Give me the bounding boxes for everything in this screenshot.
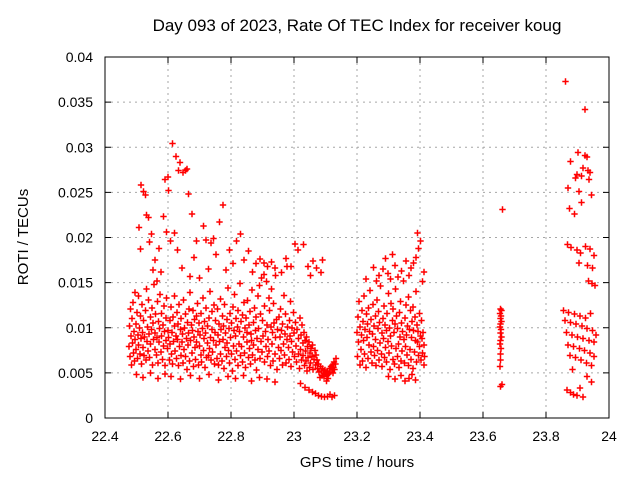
y-tick-label: 0.005 [58, 365, 93, 381]
data-points [125, 78, 600, 401]
grid [105, 57, 609, 418]
x-tick-label: 22.6 [154, 428, 181, 444]
y-axis-label: ROTI / TECUs [15, 189, 32, 285]
x-tick-label: 23.8 [532, 428, 559, 444]
y-tick-label: 0.03 [66, 139, 93, 155]
x-tick-label: 22.4 [91, 428, 118, 444]
y-tick-label: 0.02 [66, 230, 93, 246]
chart-title: Day 093 of 2023, Rate Of TEC Index for r… [153, 16, 562, 35]
plot-border [104, 56, 610, 419]
x-tick-label: 23.2 [343, 428, 370, 444]
x-tick-label: 23 [286, 428, 302, 444]
tick-labels: 22.4 22.6 22.8 23 23.2 23.4 23.6 23.8 24 0 0.005 0.… [58, 49, 617, 444]
y-tick-label: 0.035 [58, 94, 93, 110]
x-tick-label: 23.6 [469, 428, 496, 444]
y-tick-label: 0.04 [66, 49, 93, 65]
x-tick-label: 24 [601, 428, 617, 444]
y-tick-label: 0.01 [66, 320, 93, 336]
x-axis-label: GPS time / hours [300, 454, 414, 471]
y-tick-label: 0.015 [58, 275, 93, 291]
y-tick-label: 0.025 [58, 184, 93, 200]
y-tick-label: 0 [85, 410, 93, 426]
x-tick-label: 22.8 [217, 428, 244, 444]
x-tick-label: 23.4 [406, 428, 433, 444]
